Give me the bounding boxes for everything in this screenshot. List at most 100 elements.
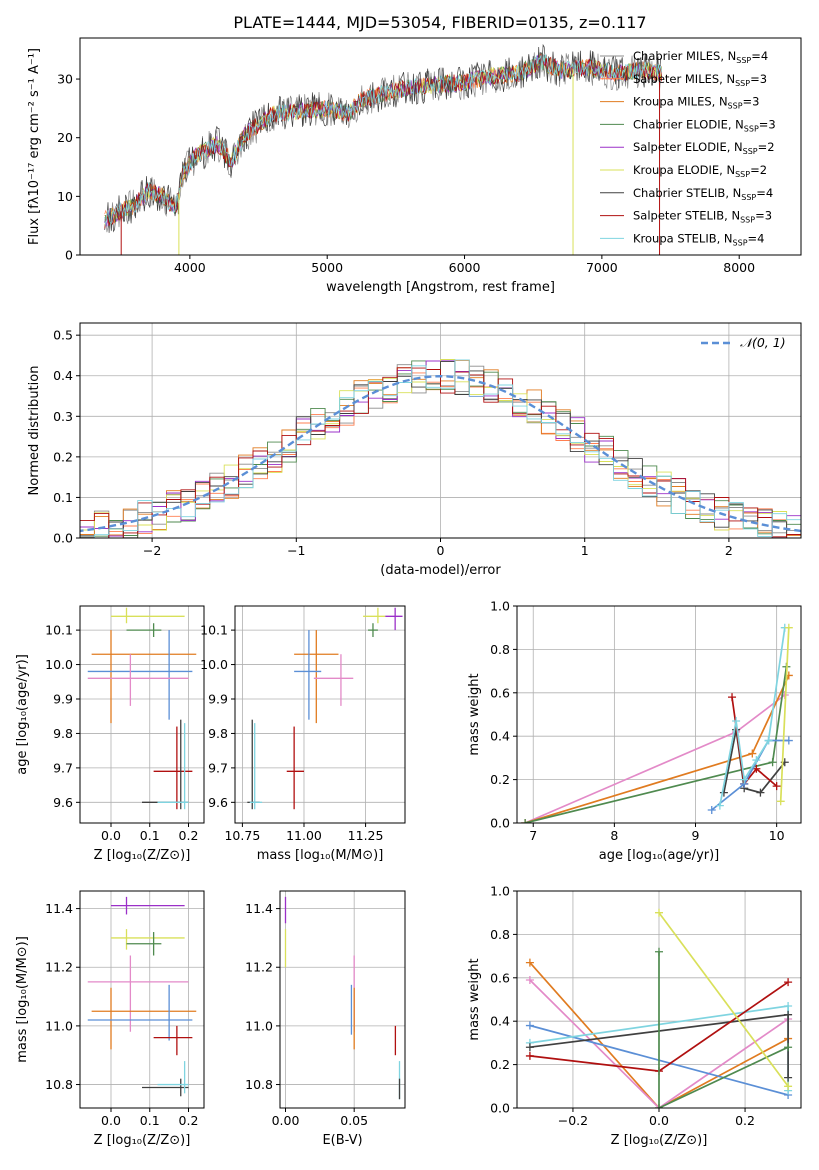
x-tick-label: 0.0 (101, 1113, 121, 1128)
y-axis-label: mass [log₁₀(M/M⊙)] (15, 936, 30, 1063)
y-tick-label: 0.4 (490, 729, 510, 744)
weight-marker (521, 819, 530, 823)
axes-border (516, 605, 802, 824)
x-tick-label: 0.2 (179, 1113, 199, 1128)
x-tick-label: 0.0 (101, 828, 121, 843)
weight-series (776, 623, 793, 806)
axes-border (79, 890, 205, 1109)
y-tick-label: 30 (57, 72, 73, 87)
x-tick-label: 5000 (311, 260, 343, 275)
weight-series (525, 1010, 793, 1082)
y-tick-label: 10 (57, 189, 73, 204)
y-tick-label: 9.8 (53, 726, 73, 741)
legend-entry: 𝒩(0, 1) (740, 335, 786, 350)
errorbar-point (294, 630, 339, 724)
axes-border (79, 37, 802, 256)
axes-frame: −2 −1 0 1 2 0.0 0.1 0.2 0.3 0.4 0.5 (data-model)/er… (27, 322, 802, 578)
y-tick-label: 0.8 (490, 642, 510, 657)
x-tick-label: 0.2 (735, 1113, 755, 1128)
legend-label: Chabrier ELODIE, N (633, 117, 744, 131)
y-tick-label: 0.4 (490, 1014, 510, 1029)
x-axis-label: E(B-V) (322, 1133, 362, 1148)
spectrum-line (104, 52, 663, 224)
weight-marker (740, 775, 749, 784)
weight-marker (784, 978, 793, 987)
y-tick-label: 10.0 (45, 657, 73, 672)
y-tick-label: 1.0 (490, 884, 510, 899)
errorbar-point (111, 929, 185, 950)
y-tick-label: 9.6 (53, 795, 73, 810)
weight-marker (764, 736, 773, 745)
y-axis-label: Normed distribution (27, 366, 42, 496)
y-tick-label: 9.7 (53, 760, 73, 775)
x-tick-label: 7000 (586, 260, 618, 275)
legend-count: =4 (756, 186, 773, 200)
x-tick-label: 8000 (723, 260, 755, 275)
weight-marker (655, 908, 663, 917)
weight-marker (525, 975, 534, 984)
x-tick-label: 0.05 (340, 1113, 368, 1128)
legend-label: Salpeter ELODIE, N (633, 140, 743, 154)
weight-series (521, 690, 789, 823)
x-tick-label: 10 (769, 828, 785, 843)
legend-count: =3 (759, 117, 776, 131)
plot-area (87, 896, 197, 1097)
legend-entry: Salpeter STELIB, NSSP=3 (633, 209, 772, 225)
spectrum-line (104, 43, 662, 233)
panel-mass_vs_Z: 0.0 0.1 0.2 10.8 11.0 11.2 11.4 Z [log₁₀(Z/Z⊙)]… (15, 890, 205, 1148)
y-tick-label: 0.3 (53, 409, 73, 424)
legend-count: =2 (758, 140, 775, 154)
y-tick-label: 0.1 (53, 490, 73, 505)
errorbar-point (153, 1025, 193, 1056)
weight-marker (784, 623, 793, 632)
weight-series (521, 662, 791, 823)
plot-area (284, 896, 401, 1100)
axes-border (79, 605, 205, 824)
legend-count: =3 (750, 72, 767, 86)
x-tick-label: 0.00 (272, 1113, 300, 1128)
x-tick-label: 0.2 (179, 828, 199, 843)
y-tick-label: 9.9 (53, 692, 73, 707)
weight-marker (784, 1082, 793, 1091)
legend-label: Kroupa ELODIE, N (633, 163, 735, 177)
panel-age_vs_Z: 0.0 0.1 0.2 9.6 9.7 9.8 9.9 10.0 10.1 Z [log₁₀(Z/… (15, 605, 205, 863)
legend-subscript: SSP (744, 124, 759, 133)
y-axis-label: mass weight (467, 673, 482, 755)
y-tick-label: 0.2 (53, 449, 73, 464)
errorbar-point (249, 723, 263, 810)
legend-label: Chabrier MILES, N (633, 49, 736, 63)
legend-subscript: SSP (735, 170, 750, 179)
weight-line (658, 951, 789, 1108)
y-tick-label: 11.2 (245, 960, 273, 975)
errorbar-point (91, 630, 197, 724)
y-tick-label: 9.9 (208, 692, 228, 707)
weight-marker (756, 788, 765, 797)
x-tick-label: 1 (581, 543, 589, 558)
x-tick-label: 0 (437, 543, 445, 558)
y-axis-label: Flux [fλ10⁻¹⁷ erg cm⁻² s⁻¹ A⁻¹] (27, 48, 42, 245)
errorbar-point (157, 1061, 189, 1094)
y-tick-label: 0 (65, 248, 73, 263)
y-tick-label: 10.1 (200, 623, 228, 638)
weight-marker (784, 1002, 793, 1011)
weight-marker (784, 736, 793, 745)
y-tick-label: 10.0 (200, 657, 228, 672)
legend-label: Salpeter MILES, N (633, 72, 735, 86)
y-tick-label: 20 (57, 130, 73, 145)
weight-line (719, 627, 786, 806)
y-tick-label: 0.4 (53, 368, 73, 383)
spectrum-line (104, 54, 663, 225)
errorbar-point (91, 987, 197, 1050)
y-tick-label: 11.0 (45, 1018, 73, 1033)
y-tick-label: 11.4 (245, 901, 273, 916)
legend-subscript: SSP (740, 216, 755, 225)
y-tick-label: 11.4 (45, 901, 73, 916)
weight-marker (525, 958, 534, 967)
errorbar-point (313, 654, 354, 706)
axes-border (279, 890, 406, 1109)
errorbar-point (385, 607, 403, 631)
axes-frame: 10.75 11.00 11.25 9.6 9.7 9.8 9.9 10.0 10.1 mass … (200, 605, 406, 863)
legend-subscript: SSP (741, 193, 756, 202)
legend-entry: Kroupa STELIB, NSSP=4 (633, 231, 764, 247)
spectrum-line (104, 53, 663, 229)
